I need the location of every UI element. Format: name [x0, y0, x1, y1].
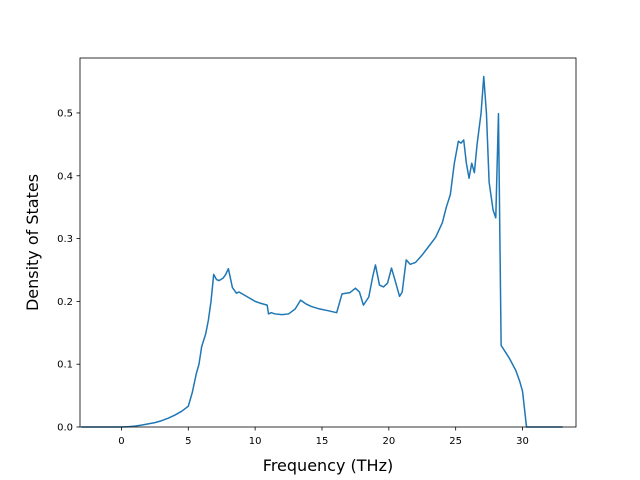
- plot-lines: [81, 75, 563, 428]
- x-axis-label: Frequency (THz): [263, 456, 393, 475]
- x-tick-label: 10: [249, 436, 262, 447]
- x-tick-label: 15: [316, 436, 329, 447]
- dos-series-line: [81, 75, 563, 428]
- y-tick-label: 0.4: [57, 171, 73, 182]
- x-tick-label: 20: [382, 436, 395, 447]
- x-axis-ticks: 0 5 10 15 20 25 30: [118, 427, 529, 447]
- y-tick-label: 0.5: [57, 108, 73, 119]
- y-axis-label: Density of States: [23, 174, 42, 311]
- axes-frame: [79, 57, 577, 428]
- y-tick-label: 0.2: [57, 297, 73, 308]
- y-tick-label: 0.1: [57, 360, 73, 371]
- x-tick-label: 0: [118, 436, 124, 447]
- x-tick-label: 5: [185, 436, 191, 447]
- y-axis-ticks: 0.0 0.1 0.2 0.3 0.4 0.5: [57, 108, 80, 434]
- x-tick-label: 25: [449, 436, 462, 447]
- x-tick-label: 30: [516, 436, 529, 447]
- y-tick-label: 0.3: [57, 234, 73, 245]
- y-tick-label: 0.0: [57, 423, 73, 434]
